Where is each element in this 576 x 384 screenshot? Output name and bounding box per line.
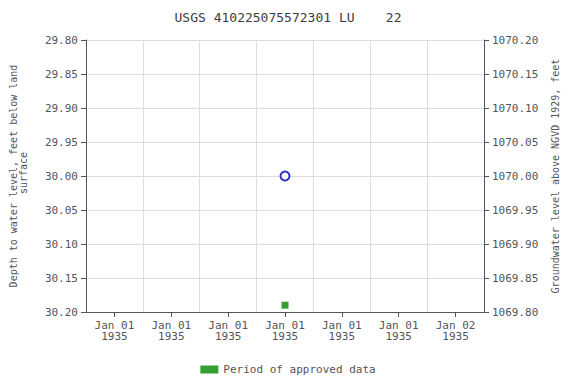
svg-text:1069.80: 1069.80 (492, 306, 538, 319)
svg-text:Jan 01: Jan 01 (94, 319, 135, 332)
svg-text:1935: 1935 (385, 330, 412, 343)
svg-text:Jan 01: Jan 01 (265, 319, 305, 332)
svg-text:1069.95: 1069.95 (492, 204, 538, 217)
svg-text:Jan 01: Jan 01 (208, 319, 248, 332)
svg-text:1935: 1935 (158, 330, 185, 343)
svg-text:29.90: 29.90 (45, 102, 78, 115)
svg-text:1935: 1935 (272, 330, 299, 343)
svg-text:Depth to water level, feet bel: Depth to water level, feet below land (7, 64, 19, 288)
svg-text:30.15: 30.15 (45, 272, 78, 285)
svg-text:1935: 1935 (442, 330, 469, 343)
svg-text:1069.90: 1069.90 (492, 238, 538, 251)
svg-text:1069.85: 1069.85 (492, 272, 538, 285)
svg-text:Jan 01: Jan 01 (322, 319, 362, 332)
svg-text:1935: 1935 (215, 330, 242, 343)
svg-text:1070.05: 1070.05 (492, 136, 538, 149)
svg-text:1935: 1935 (101, 330, 128, 343)
svg-text:29.80: 29.80 (45, 34, 78, 47)
svg-text:1070.20: 1070.20 (492, 34, 538, 47)
svg-text:29.95: 29.95 (45, 136, 78, 149)
svg-text:30.20: 30.20 (45, 306, 78, 319)
svg-text:surface: surface (18, 152, 29, 200)
svg-text:29.85: 29.85 (45, 68, 78, 81)
svg-text:30.10: 30.10 (45, 238, 78, 251)
svg-text:30.00: 30.00 (45, 170, 78, 183)
svg-text:1070.00: 1070.00 (492, 170, 538, 183)
svg-text:1070.15: 1070.15 (492, 68, 538, 81)
svg-text:Jan 01: Jan 01 (378, 319, 419, 332)
svg-text:Period of approved data: Period of approved data (223, 363, 375, 376)
svg-text:Jan 02: Jan 02 (435, 319, 476, 332)
svg-text:1935: 1935 (329, 330, 356, 343)
svg-text:Groundwater level above NGVD 1: Groundwater level above NGVD 1929, feet (550, 59, 561, 294)
svg-text:30.05: 30.05 (45, 204, 78, 217)
svg-text:1070.10: 1070.10 (492, 102, 538, 115)
svg-text:Jan 01: Jan 01 (151, 319, 192, 332)
svg-text:USGS 410225075572301 LU 22: USGS 410225075572301 LU 22 (175, 10, 402, 25)
